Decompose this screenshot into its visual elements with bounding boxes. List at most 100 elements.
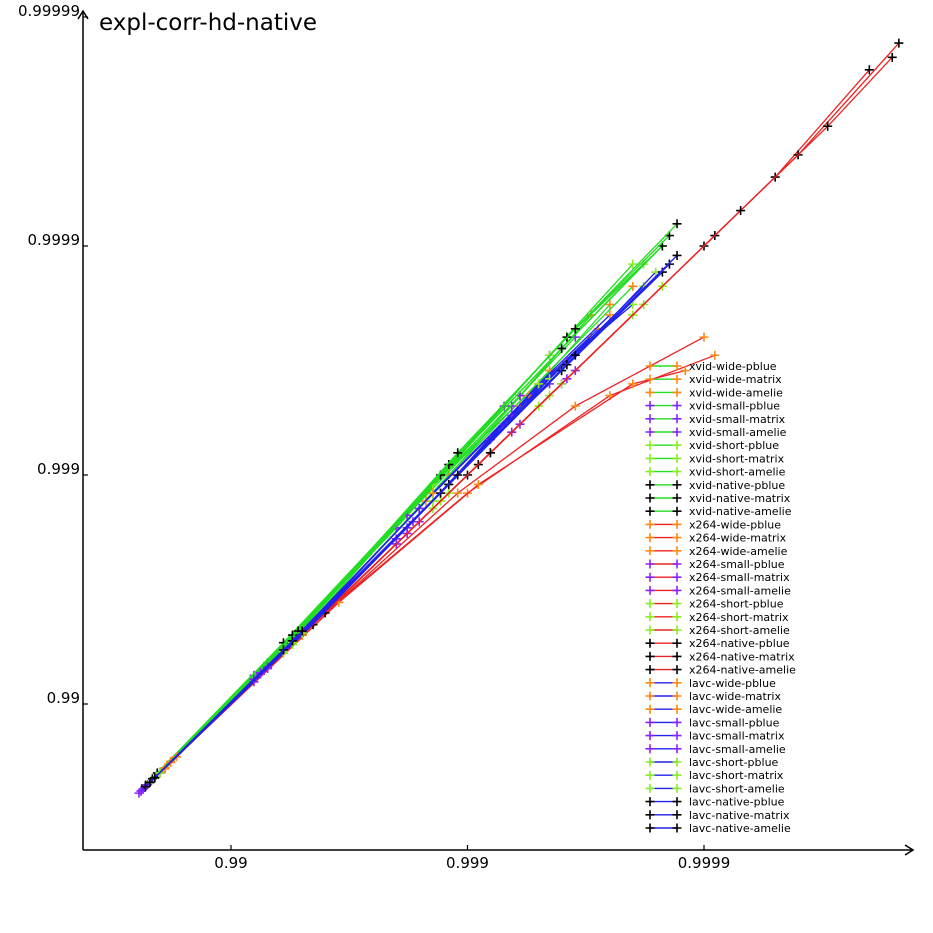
legend-item: lavc-short-matrix (645, 769, 784, 782)
legend-label: xvid-small-pblue (689, 400, 780, 413)
legend-marker (672, 546, 682, 556)
legend-marker (672, 651, 682, 661)
data-point (534, 379, 544, 389)
legend-label: xvid-wide-pblue (689, 360, 777, 373)
legend-label: xvid-native-pblue (689, 479, 785, 492)
legend-label: lavc-wide-matrix (689, 690, 781, 703)
y-tick-label: 0.9999 (28, 231, 81, 249)
legend-label: x264-short-pblue (689, 598, 784, 611)
legend-label: xvid-short-matrix (689, 452, 785, 465)
legend-marker (645, 374, 655, 384)
x-tick-label: 0.99 (214, 854, 247, 872)
series-x264-wide-matrix (166, 350, 720, 767)
legend-marker (645, 401, 655, 411)
legend-marker (672, 519, 682, 529)
legend-item: x264-small-matrix (645, 571, 790, 584)
legend-marker (645, 427, 655, 437)
data-point (145, 777, 155, 787)
legend-marker (645, 731, 655, 741)
legend-marker (672, 387, 682, 397)
legend-marker (672, 757, 682, 767)
legend-marker (672, 744, 682, 754)
legend-marker (672, 612, 682, 622)
legend-marker (645, 783, 655, 793)
legend-label: xvid-small-amelie (689, 426, 787, 439)
legend-label: lavc-native-pblue (689, 796, 785, 809)
legend-item: xvid-short-matrix (645, 452, 785, 465)
legend-label: lavc-wide-amelie (689, 703, 782, 716)
series-line (149, 263, 634, 782)
legend-label: lavc-native-amelie (689, 822, 791, 835)
legend-label: lavc-short-amelie (689, 782, 785, 795)
data-point (453, 448, 463, 458)
legend-item: x264-native-pblue (645, 637, 790, 650)
data-point (672, 219, 682, 229)
legend-label: xvid-small-matrix (689, 413, 786, 426)
legend-item: x264-small-pblue (645, 558, 785, 571)
legend-item: xvid-small-pblue (645, 400, 780, 413)
data-point (473, 479, 483, 489)
legend-label: xvid-native-amelie (689, 505, 792, 518)
legend-marker (672, 717, 682, 727)
data-point (605, 310, 615, 320)
legend-marker (645, 453, 655, 463)
legend-label: xvid-native-matrix (689, 492, 791, 505)
legend-marker (645, 665, 655, 675)
legend-marker (645, 797, 655, 807)
legend-marker (672, 414, 682, 424)
legend-item: lavc-native-amelie (645, 822, 791, 835)
legend-item: xvid-wide-amelie (645, 386, 783, 399)
legend-marker (672, 691, 682, 701)
legend-marker (645, 585, 655, 595)
data-point (134, 788, 144, 798)
data-point (557, 343, 567, 353)
legend-item: lavc-wide-matrix (645, 690, 781, 703)
legend-item: lavc-native-matrix (645, 809, 790, 822)
legend-marker (645, 572, 655, 582)
legend-marker (645, 546, 655, 556)
legend-item: lavc-small-matrix (645, 730, 785, 743)
legend-item: xvid-native-amelie (645, 505, 792, 518)
data-point (864, 65, 874, 75)
legend-marker (645, 387, 655, 397)
legend-item: x264-wide-amelie (645, 545, 788, 558)
series-line (170, 354, 716, 763)
legend-marker (672, 361, 682, 371)
legend-marker (645, 493, 655, 503)
legend-label: xvid-short-pblue (689, 439, 779, 452)
series-lavc-native-amelie (150, 250, 682, 783)
legend-item: xvid-wide-pblue (645, 360, 777, 373)
legend-marker (645, 770, 655, 780)
legend-marker (645, 506, 655, 516)
legend: xvid-wide-pbluexvid-wide-matrixxvid-wide… (645, 360, 796, 835)
legend-item: xvid-native-matrix (645, 492, 791, 505)
data-point (140, 782, 150, 792)
data-point (894, 38, 904, 48)
legend-item: x264-small-amelie (645, 584, 791, 597)
legend-item: x264-short-amelie (645, 624, 790, 637)
legend-marker (645, 678, 655, 688)
legend-item: lavc-small-amelie (645, 743, 786, 756)
legend-item: lavc-short-pblue (645, 756, 779, 769)
y-tick-label: 0.999 (37, 460, 80, 478)
legend-marker (672, 599, 682, 609)
data-point (710, 350, 720, 360)
legend-marker (672, 625, 682, 635)
legend-label: x264-native-pblue (689, 637, 790, 650)
y-tick-label: 0.99 (47, 689, 80, 707)
data-point (672, 250, 682, 260)
data-point (823, 121, 833, 131)
legend-marker (672, 638, 682, 648)
data-point (507, 401, 517, 411)
data-point (570, 401, 580, 411)
data-point (680, 366, 690, 376)
legend-item: x264-native-amelie (645, 664, 796, 677)
legend-label: x264-wide-pblue (689, 518, 781, 531)
x-tick-label: 0.9999 (678, 854, 731, 872)
legend-marker (672, 665, 682, 675)
legend-label: lavc-native-matrix (689, 809, 790, 822)
legend-marker (672, 810, 682, 820)
legend-label: lavc-small-amelie (689, 743, 786, 756)
data-point (297, 626, 307, 636)
legend-marker (672, 506, 682, 516)
